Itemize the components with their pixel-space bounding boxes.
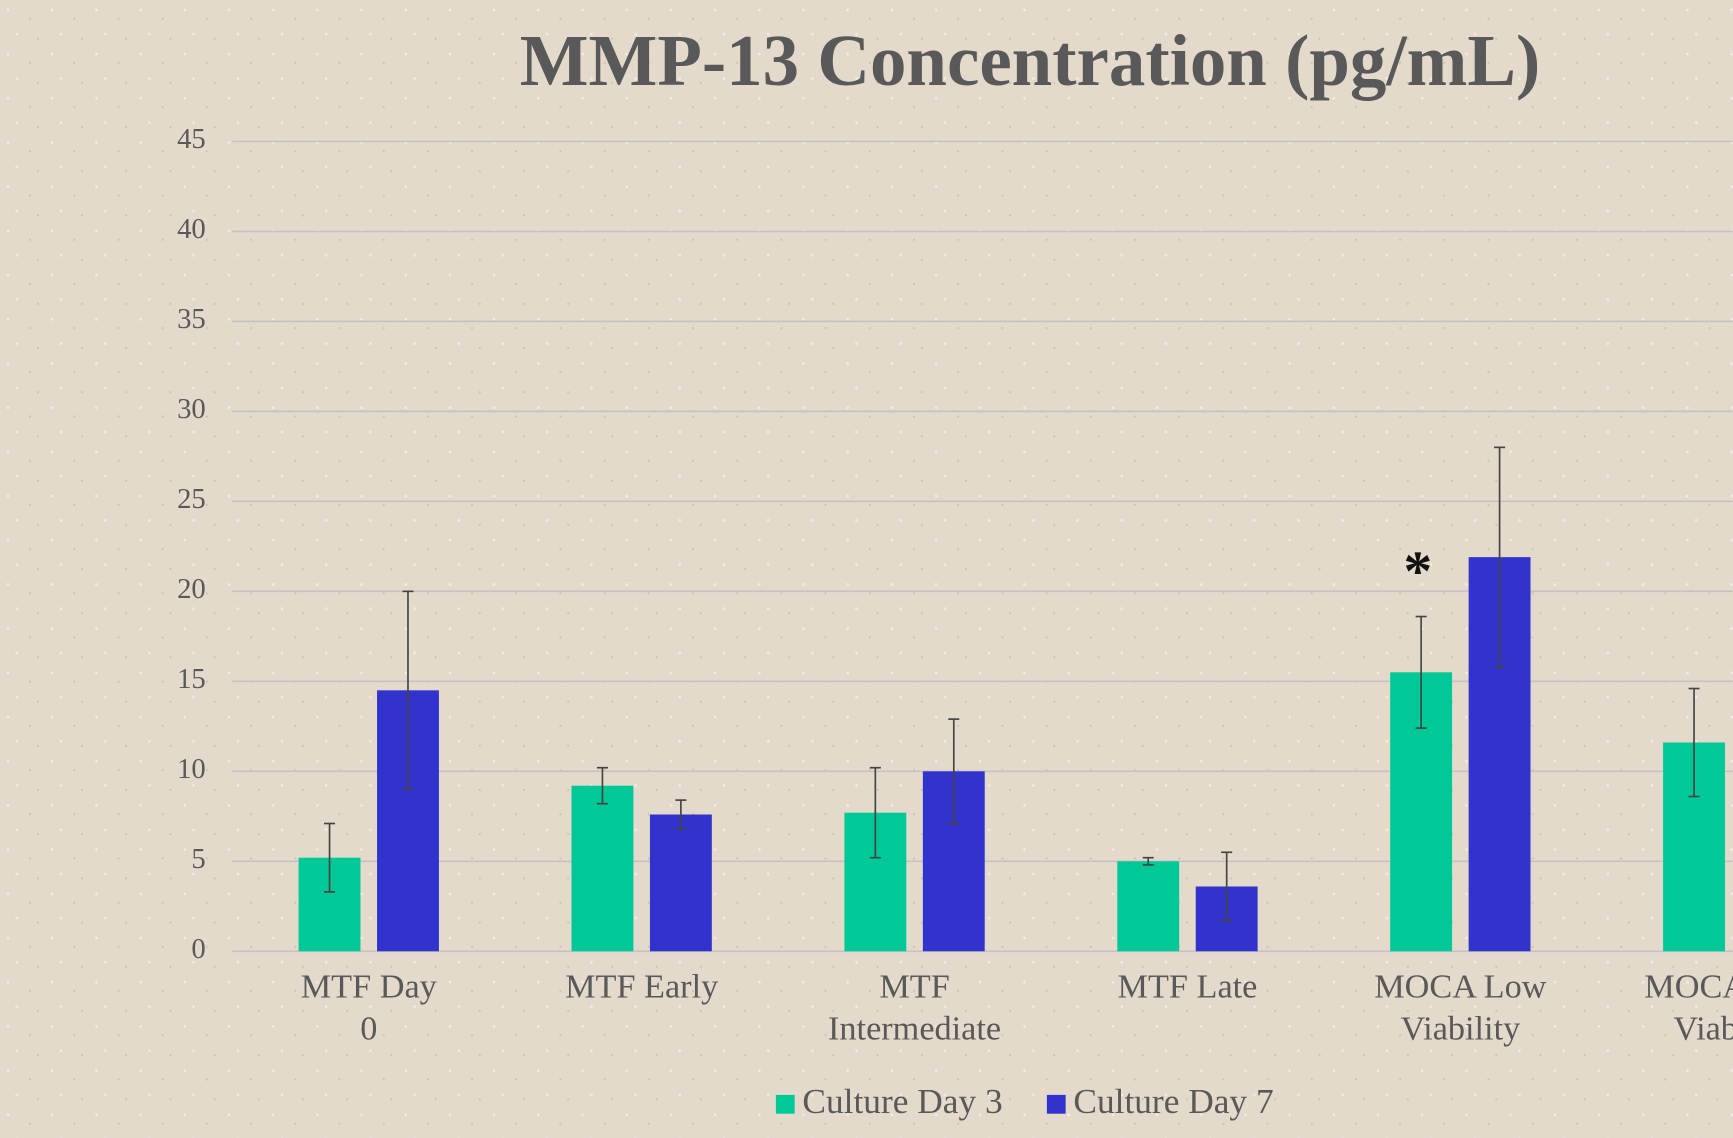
error-bar [596, 766, 608, 805]
error-bar [948, 718, 960, 825]
y-tick-label: 45 [177, 123, 206, 155]
bar [571, 785, 634, 952]
x-tick-label: MOCA HighViability [1644, 968, 1733, 1048]
y-tick-label: 30 [177, 393, 206, 425]
significance-marker: * [1403, 540, 1432, 603]
y-tick-label: 10 [177, 753, 206, 785]
error-bar [1494, 446, 1506, 668]
legend-swatch [1046, 1094, 1066, 1114]
x-tick-label: MTF Intermediate [828, 968, 1001, 1048]
y-tick-label: 0 [191, 933, 205, 965]
legend-swatch [775, 1094, 795, 1114]
x-tick-label: MTF Early [565, 968, 718, 1006]
x-tick-label: MOCA Low Viability [1374, 968, 1546, 1048]
legend-label: Culture Day 7 [1073, 1081, 1273, 1121]
error-bar [324, 822, 336, 893]
y-tick-label: 20 [177, 573, 206, 605]
y-tick-label: 25 [177, 483, 206, 515]
bar [1117, 861, 1180, 952]
error-bar [1142, 856, 1154, 866]
y-tick-label: 5 [191, 843, 205, 875]
y-tick-label: 40 [177, 213, 206, 245]
error-bar [1221, 851, 1233, 922]
y-tick-label: 35 [177, 303, 206, 335]
legend-label: Culture Day 3 [802, 1081, 1002, 1121]
error-bar [1688, 687, 1700, 798]
y-tick-label: 15 [177, 663, 206, 695]
error-bar [1415, 615, 1427, 729]
bar [649, 814, 712, 952]
chart-title: MMP-13 Concentration (pg/mL) [520, 20, 1541, 101]
error-bar [402, 590, 414, 791]
error-bar [869, 766, 881, 859]
x-tick-label: MTF Day 0 [301, 968, 437, 1048]
error-bar [675, 799, 687, 830]
x-tick-label: MTF Late [1118, 968, 1258, 1006]
